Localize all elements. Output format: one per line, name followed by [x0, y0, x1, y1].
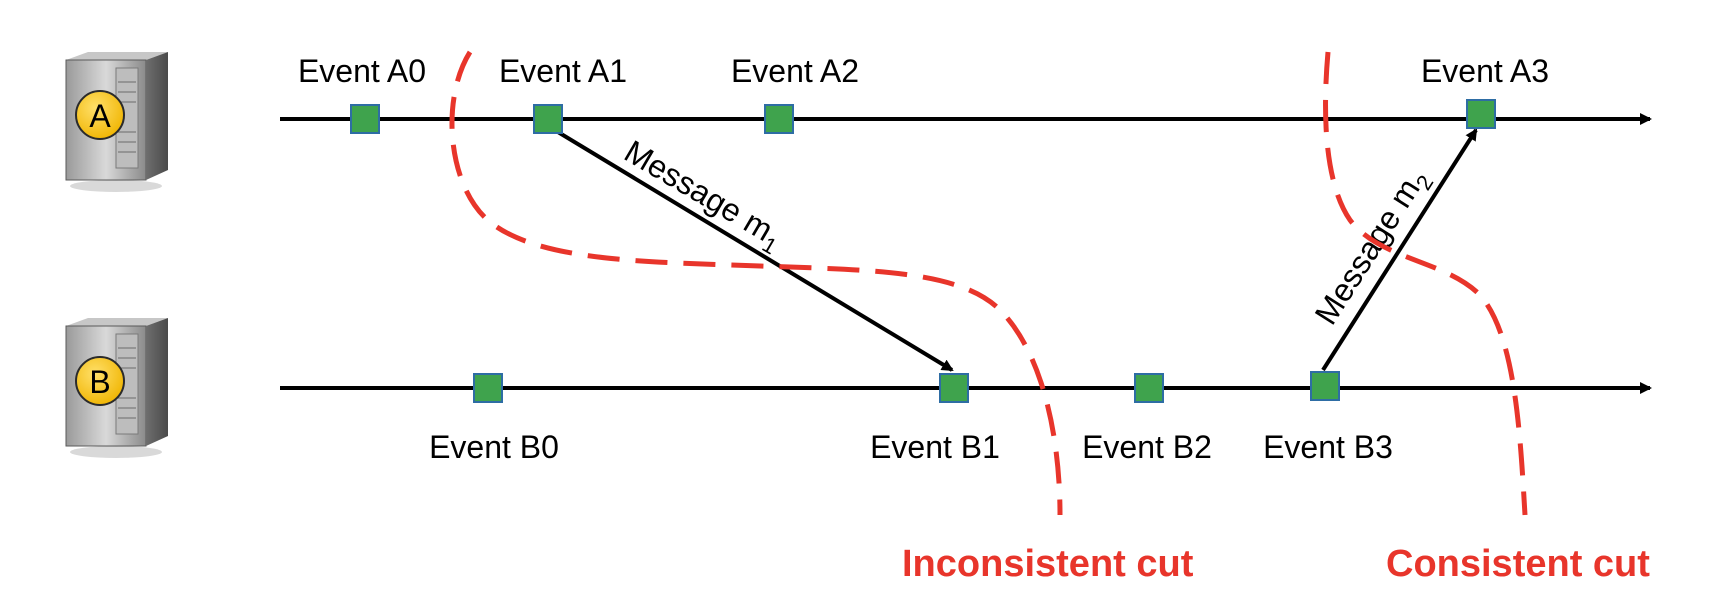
inconsistent-cut-line: [449, 50, 1063, 516]
inconsistent-cut-label: Inconsistent cut: [902, 543, 1194, 585]
event-b1-label: Event B1: [870, 429, 1000, 465]
event-a2-marker: [764, 104, 794, 134]
message-m1-label: Message m1: [615, 133, 789, 259]
server-b-letter: B: [89, 364, 110, 400]
server-b: B: [65, 318, 168, 458]
event-b1-marker: [939, 373, 969, 403]
event-a1-marker: [533, 104, 563, 134]
server-a-letter: A: [89, 98, 111, 134]
consistent-cut-label: Consistent cut: [1386, 543, 1650, 585]
event-b0-label: Event B0: [429, 429, 559, 465]
event-a1-label: Event A1: [499, 53, 627, 89]
server-b-badge: [75, 356, 125, 406]
event-a0-marker: [350, 104, 380, 134]
message-m2-label: Message m2: [1308, 162, 1439, 334]
event-b2-marker: [1134, 373, 1164, 403]
event-b3-marker: [1310, 371, 1340, 401]
event-b2-label: Event B2: [1082, 429, 1212, 465]
message-m2-arrow: [1321, 128, 1478, 372]
message-m2-prefix: Message m: [1308, 172, 1427, 331]
event-b0-marker: [473, 373, 503, 403]
server-a: A: [65, 52, 168, 192]
event-a0-label: Event A0: [298, 53, 426, 89]
consistent-cut-line: [1323, 51, 1528, 516]
event-a3-marker: [1466, 99, 1496, 129]
message-m1-prefix: Message m: [618, 133, 779, 248]
event-b3-label: Event B3: [1263, 429, 1393, 465]
server-a-badge: [75, 90, 125, 140]
event-a3-label: Event A3: [1421, 53, 1549, 89]
message-m1-arrow: [546, 124, 954, 372]
event-a2-label: Event A2: [731, 53, 859, 89]
